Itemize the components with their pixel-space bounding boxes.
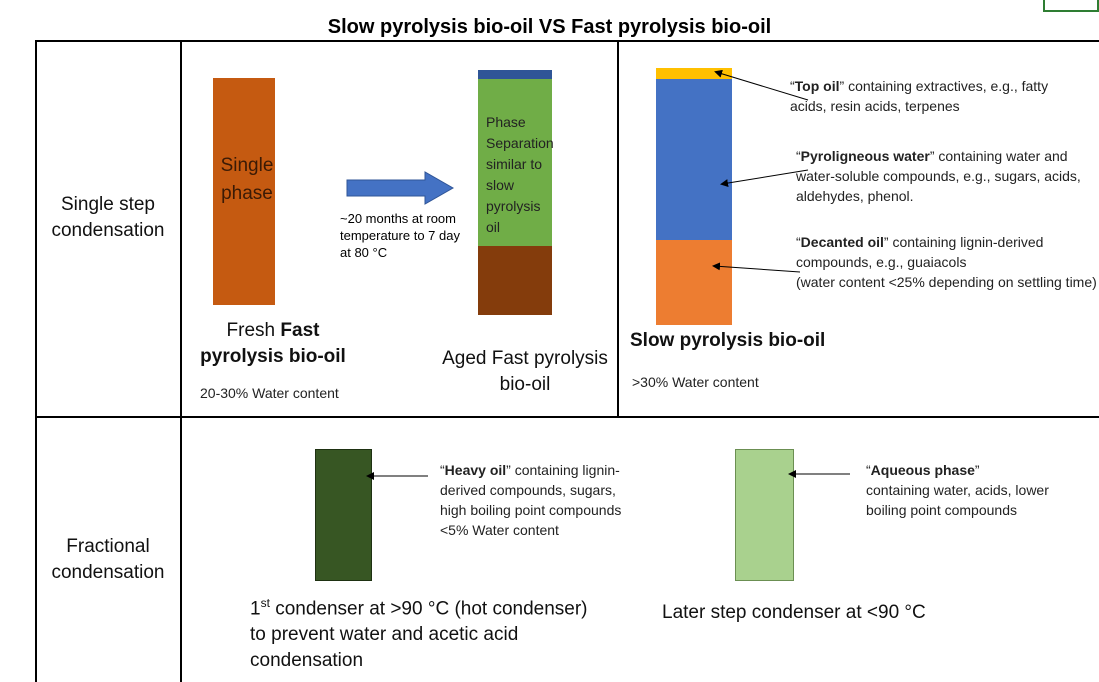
quote: ” <box>883 234 889 250</box>
decanted-layer <box>656 240 732 325</box>
quote: “ <box>796 148 801 164</box>
heavy-oil-note: “Heavy oil” containing lignin-derived co… <box>440 460 630 540</box>
quote: “ <box>866 462 871 478</box>
layer-note: “Pyroligneous water” containing water an… <box>796 146 1096 206</box>
box-label: Phase Separation similar to slow pyrolys… <box>486 114 554 235</box>
table-border <box>180 40 182 682</box>
quote: ” <box>974 462 980 478</box>
layer-description: containing water, acids, lower boiling p… <box>866 482 1049 518</box>
note: >30% Water content <box>632 374 759 390</box>
aged-top-layer <box>478 70 552 79</box>
aged-middle-layer <box>478 79 552 246</box>
quote: “ <box>440 462 445 478</box>
pyroligneous-layer <box>656 79 732 240</box>
caption: Aged Fast pyrolysis bio-oil <box>442 348 608 395</box>
layer-note: “Decanted oil” containing lignin-derived… <box>796 232 1099 292</box>
layer-note: “Top oil” containing extractives, e.g., … <box>790 76 1080 116</box>
layer-name: Heavy oil <box>444 462 507 478</box>
layer-description: containing lignin-derived compounds, e.g… <box>796 234 1044 270</box>
aged-bottom-layer <box>478 246 552 315</box>
layer-extra: <5% Water content <box>440 522 559 538</box>
caption: 1st condenser at >90 °C (hot condenser) … <box>250 590 590 674</box>
quote: ” <box>839 78 845 94</box>
caption-text: Fresh <box>226 320 281 341</box>
caption-text: condenser at >90 °C (hot condenser) to p… <box>250 598 588 672</box>
caption: Slow pyrolysis bio-oil <box>630 330 826 351</box>
table-border <box>617 40 619 417</box>
table-border <box>35 416 1099 418</box>
caption: Fresh Fast pyrolysis bio-oil <box>198 318 348 370</box>
box-label: Single phase <box>220 155 274 204</box>
quote: ” <box>506 462 511 478</box>
caption-text: 1 <box>250 598 261 620</box>
fresh-oil-box <box>213 78 275 305</box>
arrow <box>346 171 455 205</box>
arrow-note: ~20 months at room temperature to 7 day … <box>340 211 460 260</box>
layer-name: Top oil <box>794 78 840 94</box>
row-label: Single step condensation <box>51 194 165 241</box>
top-oil-layer <box>656 68 732 79</box>
aqueous-note: “Aqueous phase” containing water, acids, … <box>866 460 1056 520</box>
title: Slow pyrolysis bio-oil VS Fast pyrolysis… <box>327 16 772 38</box>
aqueous-box <box>735 449 794 581</box>
caption: Later step condenser at <90 °C <box>662 602 926 623</box>
layer-name: Decanted oil <box>800 234 884 250</box>
caption-sup: st <box>260 596 270 610</box>
pointer-arrows <box>712 69 809 273</box>
caption-bold: Fast pyrolysis bio-oil <box>200 320 346 367</box>
quote: ” <box>929 148 935 164</box>
table-border <box>35 40 1099 42</box>
layer-description: containing lignin-derived compounds, sug… <box>440 462 622 518</box>
layer-name: Pyroligneous water <box>800 148 930 164</box>
heavy-oil-box <box>315 449 372 581</box>
pointer-arrows <box>366 470 850 480</box>
corner-box <box>1043 0 1099 12</box>
layer-extra: (water content <25% depending on settlin… <box>796 274 1097 290</box>
note: 20-30% Water content <box>200 385 339 401</box>
layer-description: containing water and water-soluble compo… <box>796 148 1081 204</box>
row-label: Fractional condensation <box>51 536 165 583</box>
layer-name: Aqueous phase <box>870 462 975 478</box>
layer-description: containing extractives, e.g., fatty acid… <box>790 78 1049 114</box>
table-border <box>35 40 37 682</box>
quote: “ <box>790 78 795 94</box>
quote: “ <box>796 234 801 250</box>
